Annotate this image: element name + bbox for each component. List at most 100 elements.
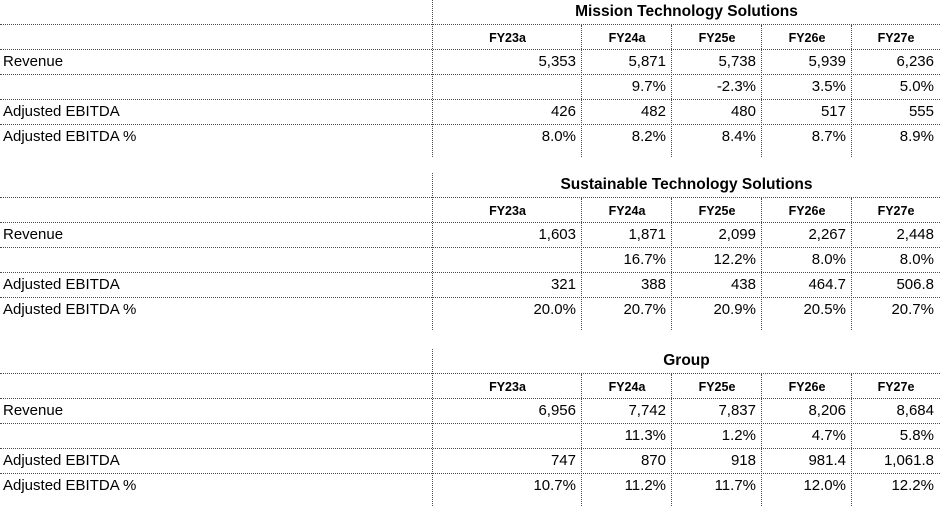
table-row: Revenue 6,956 7,742 7,837 8,206 8,684 [0,399,940,424]
table-title: Group [663,352,710,369]
cell-value: 5,353 [538,53,576,70]
table-row: FY23a FY24a FY25e FY26e FY27e [0,25,940,50]
table-row: Adjusted EBITDA % 10.7% 11.2% 11.7% 12.0% 12.… [0,474,940,499]
spacer-cell [0,374,433,398]
cell-value: 6,956 [538,402,576,419]
table-title: Mission Technology Solutions [575,3,798,20]
cell-value: 11.2% [624,477,666,494]
table-row: Adjusted EBITDA 321 388 438 464.7 506.8 [0,273,940,298]
table-row: Revenue 5,353 5,871 5,738 5,939 6,236 [0,50,940,75]
table-group: Group FY23a FY24a FY25e FY26e FY27e Revenue 6,9… [0,349,940,506]
cell-value: 16.7% [623,251,666,268]
cell-value [433,75,582,99]
row-label [0,424,433,448]
cell-value: 12.0% [803,477,846,494]
cell-value [433,248,582,272]
table-row: 11.3% 1.2% 4.7% 5.8% [0,424,940,449]
cell-value: 7,837 [718,402,756,419]
table-title: Sustainable Technology Solutions [560,176,813,193]
table-row: Revenue 1,603 1,871 2,099 2,267 2,448 [0,223,940,248]
cell-value: 1,061.8 [883,452,934,469]
cell-value: 20.0% [533,301,576,318]
table-row: Adjusted EBITDA 426 482 480 517 555 [0,100,940,125]
cell-value: 11.7% [714,477,756,494]
vertical-gridline [761,25,762,157]
cell-value: 8.4% [721,128,756,145]
cell-value: 2,448 [896,226,934,243]
cell-value: 5,939 [808,53,846,70]
cell-value: 8.0% [541,128,576,145]
column-header: FY24a [608,380,646,394]
column-header: FY25e [698,380,736,394]
spacer-cell [0,173,433,197]
cell-value: 480 [730,103,756,120]
table-row: FY23a FY24a FY25e FY26e FY27e [0,374,940,399]
cell-value: 4.7% [811,427,846,444]
column-header: FY24a [608,204,646,218]
column-header: FY23a [489,204,526,218]
row-label: Revenue [3,53,64,70]
cell-value: 9.7% [631,78,666,95]
cell-value: 20.5% [803,301,846,318]
cell-value: 747 [550,452,576,469]
vertical-gridline [432,0,433,157]
cell-value: -2.3% [716,78,756,95]
row-label: Adjusted EBITDA [3,276,120,293]
spacer-cell [0,0,433,24]
cell-value: 426 [550,103,576,120]
cell-value: 6,236 [896,53,934,70]
vertical-gridline [432,349,433,506]
cell-value: 8.9% [899,128,934,145]
cell-value: 20.9% [713,301,756,318]
cell-value: 464.7 [808,276,846,293]
column-header: FY23a [489,380,526,394]
column-header: FY26e [788,380,826,394]
cell-value: 506.8 [896,276,934,293]
cell-value: 388 [640,276,666,293]
cell-value: 321 [550,276,576,293]
row-label [0,75,433,99]
cell-value: 5,871 [628,53,666,70]
table-row: Adjusted EBITDA % 20.0% 20.7% 20.9% 20.5% 20.… [0,298,940,323]
vertical-gridline [761,198,762,330]
cell-value: 5.0% [899,78,934,95]
vertical-gridline [581,198,582,330]
table-row: Adjusted EBITDA % 8.0% 8.2% 8.4% 8.7% 8.9% [0,125,940,150]
column-header: FY24a [608,31,646,45]
column-header: FY25e [698,204,736,218]
cell-value: 20.7% [891,301,934,318]
table-row: Sustainable Technology Solutions [0,173,940,198]
table-row: FY23a FY24a FY25e FY26e FY27e [0,198,940,223]
cell-value: 981.4 [808,452,846,469]
cell-value: 12.2% [713,251,756,268]
cell-value: 5,738 [718,53,756,70]
row-label: Revenue [3,402,64,419]
cell-value: 8.0% [899,251,934,268]
cell-value: 1,871 [628,226,666,243]
cell-value: 7,742 [628,402,666,419]
table-row: Adjusted EBITDA 747 870 918 981.4 1,061.8 [0,449,940,474]
table-row: 9.7% -2.3% 3.5% 5.0% [0,75,940,100]
cell-value: 3.5% [811,78,846,95]
cell-value: 11.3% [624,427,666,444]
vertical-gridline [671,25,672,157]
cell-value: 8.2% [631,128,666,145]
cell-value: 8,206 [808,402,846,419]
row-label: Adjusted EBITDA [3,452,120,469]
table-mission-technology-solutions: Mission Technology Solutions FY23a FY24a FY… [0,0,940,157]
cell-value: 555 [908,103,934,120]
cell-value: 20.7% [623,301,666,318]
row-label: Adjusted EBITDA % [3,128,137,145]
cell-value: 8,684 [896,402,934,419]
cell-value: 10.7% [533,477,576,494]
vertical-gridline [432,173,433,330]
column-header: FY23a [489,31,526,45]
vertical-gridline [581,25,582,157]
column-header: FY27e [877,204,915,218]
cell-value: 1.2% [721,427,756,444]
spacer-cell [0,25,433,49]
column-header: FY26e [788,31,826,45]
column-header: FY26e [788,204,826,218]
table-row: Group [0,349,940,374]
